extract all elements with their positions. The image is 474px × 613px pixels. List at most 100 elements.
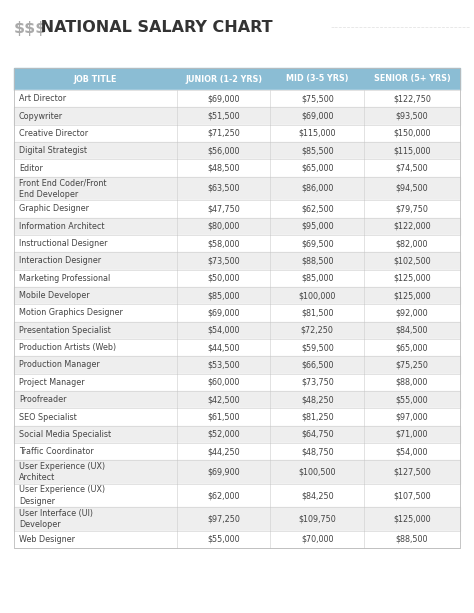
Text: $51,500: $51,500 (207, 112, 240, 121)
Text: Web Designer: Web Designer (19, 535, 75, 544)
Text: $85,000: $85,000 (301, 274, 334, 283)
Text: $88,000: $88,000 (396, 378, 428, 387)
Bar (14, 374, 460, 391)
Bar (14, 425, 460, 443)
Text: $65,000: $65,000 (396, 343, 428, 352)
Text: $55,000: $55,000 (207, 535, 240, 544)
Bar (14, 68, 460, 90)
Bar (14, 531, 460, 548)
Text: $125,000: $125,000 (393, 514, 431, 524)
Text: Instructional Designer: Instructional Designer (19, 239, 108, 248)
Text: $66,500: $66,500 (301, 360, 334, 370)
Text: $64,750: $64,750 (301, 430, 334, 439)
Text: $71,250: $71,250 (207, 129, 240, 138)
Text: $95,000: $95,000 (301, 222, 334, 230)
Text: $75,500: $75,500 (301, 94, 334, 103)
Text: $44,500: $44,500 (207, 343, 240, 352)
Text: $53,500: $53,500 (207, 360, 240, 370)
Text: Marketing Professional: Marketing Professional (19, 274, 110, 283)
Text: $69,000: $69,000 (301, 112, 334, 121)
Text: $56,000: $56,000 (207, 147, 240, 155)
Text: $88,500: $88,500 (396, 535, 428, 544)
Text: $84,500: $84,500 (396, 326, 428, 335)
Text: $97,250: $97,250 (207, 514, 240, 524)
Bar (14, 159, 460, 177)
Text: $81,500: $81,500 (301, 308, 334, 318)
Text: Information Architect: Information Architect (19, 222, 104, 230)
Text: Digital Strategist: Digital Strategist (19, 147, 87, 155)
Bar (14, 356, 460, 374)
Text: $52,000: $52,000 (207, 430, 240, 439)
Text: $69,000: $69,000 (207, 94, 240, 103)
Bar (14, 107, 460, 124)
Bar (14, 484, 460, 507)
Text: JUNIOR (1-2 YRS): JUNIOR (1-2 YRS) (185, 75, 262, 83)
Bar (14, 322, 460, 339)
Text: $107,500: $107,500 (393, 491, 431, 500)
Text: $102,500: $102,500 (393, 256, 431, 265)
Text: $127,500: $127,500 (393, 468, 431, 476)
Text: $69,000: $69,000 (207, 308, 240, 318)
Text: $125,000: $125,000 (393, 291, 431, 300)
Bar (14, 90, 460, 107)
Text: $54,000: $54,000 (207, 326, 240, 335)
Text: $58,000: $58,000 (207, 239, 240, 248)
Text: $97,000: $97,000 (396, 413, 428, 422)
Text: $109,750: $109,750 (299, 514, 336, 524)
Text: $75,250: $75,250 (396, 360, 428, 370)
Bar (14, 443, 460, 460)
Text: $115,000: $115,000 (393, 147, 431, 155)
Text: Proofreader: Proofreader (19, 395, 66, 404)
Text: $84,250: $84,250 (301, 491, 334, 500)
Text: NATIONAL SALARY CHART: NATIONAL SALARY CHART (36, 20, 273, 36)
Bar (14, 507, 460, 531)
Text: User Experience (UX)
Architect: User Experience (UX) Architect (19, 462, 105, 482)
Text: $69,500: $69,500 (301, 239, 334, 248)
Text: $70,000: $70,000 (301, 535, 334, 544)
Text: Social Media Specialist: Social Media Specialist (19, 430, 111, 439)
Bar (14, 177, 460, 200)
Text: $59,500: $59,500 (301, 343, 334, 352)
Bar (14, 287, 460, 304)
Text: Interaction Designer: Interaction Designer (19, 256, 101, 265)
Bar (14, 460, 460, 484)
Text: $69,900: $69,900 (207, 468, 240, 476)
Text: JOB TITLE: JOB TITLE (74, 75, 117, 83)
Text: $100,000: $100,000 (299, 291, 336, 300)
Text: MID (3-5 YRS): MID (3-5 YRS) (286, 75, 348, 83)
Bar (14, 200, 460, 218)
Text: $48,250: $48,250 (301, 395, 334, 404)
Text: $73,750: $73,750 (301, 378, 334, 387)
Text: $92,000: $92,000 (396, 308, 428, 318)
Text: $82,000: $82,000 (396, 239, 428, 248)
Text: $86,000: $86,000 (301, 184, 334, 193)
Text: $72,250: $72,250 (301, 326, 334, 335)
Text: $122,750: $122,750 (393, 94, 431, 103)
Text: $54,000: $54,000 (396, 447, 428, 456)
Text: $48,750: $48,750 (301, 447, 334, 456)
Text: $63,500: $63,500 (207, 184, 240, 193)
Text: ~~~~~~~~~~~~~~~~~~~~~~~~~~~~~~~~~~: ~~~~~~~~~~~~~~~~~~~~~~~~~~~~~~~~~~ (330, 26, 470, 31)
Text: $65,000: $65,000 (301, 164, 334, 173)
Text: $122,000: $122,000 (393, 222, 431, 230)
Text: $85,500: $85,500 (301, 147, 334, 155)
Text: $47,750: $47,750 (207, 204, 240, 213)
Bar (14, 218, 460, 235)
Text: $73,500: $73,500 (207, 256, 240, 265)
Text: $115,000: $115,000 (299, 129, 336, 138)
Text: $85,000: $85,000 (207, 291, 240, 300)
Text: $88,500: $88,500 (301, 256, 334, 265)
Text: Traffic Coordinator: Traffic Coordinator (19, 447, 94, 456)
Text: Art Director: Art Director (19, 94, 66, 103)
Text: $48,500: $48,500 (207, 164, 240, 173)
Text: Editor: Editor (19, 164, 43, 173)
Text: Production Artists (Web): Production Artists (Web) (19, 343, 116, 352)
Text: Presentation Specialist: Presentation Specialist (19, 326, 111, 335)
Text: $44,250: $44,250 (207, 447, 240, 456)
Bar (14, 235, 460, 252)
Text: $94,500: $94,500 (396, 184, 428, 193)
Text: Motion Graphics Designer: Motion Graphics Designer (19, 308, 123, 318)
Text: Creative Director: Creative Director (19, 129, 88, 138)
Bar (14, 68, 460, 548)
Text: $93,500: $93,500 (396, 112, 428, 121)
